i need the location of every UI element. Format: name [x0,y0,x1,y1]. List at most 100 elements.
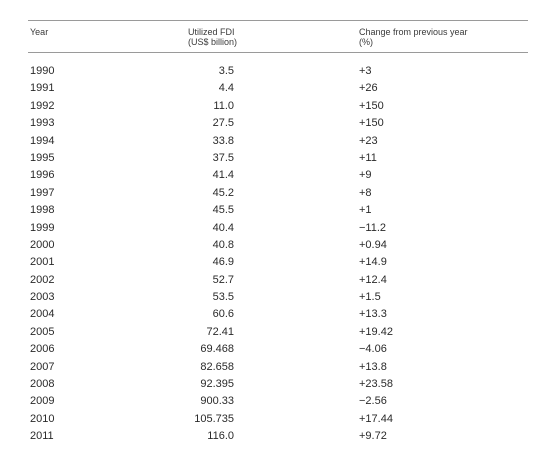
year-cell: 2002 [30,273,55,286]
table-row: 2011 116.0 +9.72 [28,428,528,445]
change-cell: +8 [359,186,372,199]
top-rule [28,20,528,21]
year-cell: 2009 [30,395,55,408]
change-cell: +12.4 [359,273,387,286]
change-cell: +1 [359,204,372,217]
fdi-cell: 53.5 [212,291,234,304]
table-row: 1993 27.5 +150 [28,115,528,132]
fdi-cell: 72.41 [206,325,234,338]
table-row: 2000 40.8 +0.94 [28,237,528,254]
fdi-cell: 33.8 [212,134,234,147]
fdi-cell: 40.4 [212,221,234,234]
table-row: 1996 41.4 +9 [28,167,528,184]
fdi-cell: 82.658 [200,360,234,373]
fdi-table: Year Utilized FDI (US$ billion) Change f… [28,20,528,446]
fdi-cell: 900.33 [200,395,234,408]
table-row: 2007 82.658 +13.8 [28,359,528,376]
fdi-cell: 52.7 [212,273,234,286]
year-cell: 2011 [30,430,54,443]
change-cell: +9.72 [359,430,387,443]
table-row: 1997 45.2 +8 [28,185,528,202]
year-cell: 1995 [30,151,55,164]
table-row: 2008 92.395 +23.58 [28,376,528,393]
table-row: 1992 11.0 +150 [28,98,528,115]
change-cell: +3 [359,65,372,77]
change-cell: +11 [359,151,377,164]
year-cell: 2003 [30,291,55,304]
year-cell: 2000 [30,238,55,251]
header-change-line2: (%) [359,37,373,47]
change-cell: −4.06 [359,343,387,356]
change-cell: +26 [359,82,378,95]
change-cell: +0.94 [359,238,387,251]
change-cell: +1.5 [359,291,381,304]
fdi-cell: 45.5 [212,204,234,217]
table-row: 2005 72.41 +19.42 [28,324,528,341]
table-row: 1991 4.4 +26 [28,80,528,97]
header-year: Year [30,27,49,37]
header-fdi: Utilized FDI (US$ billion) [188,27,237,47]
year-cell: 1990 [30,65,55,77]
header-fdi-line2: (US$ billion) [188,37,238,47]
year-cell: 1997 [30,186,55,199]
table-row: 2010 105.735 +17.44 [28,411,528,428]
fdi-cell: 105.735 [194,412,234,425]
table-row: 2003 53.5 +1.5 [28,289,528,306]
year-cell: 1994 [30,134,55,147]
header-change-line1: Change from previous year [359,27,468,37]
change-cell: −11.2 [359,221,387,234]
change-cell: +23 [359,134,378,147]
table-row: 2009 900.33 −2.56 [28,393,528,410]
change-cell: +13.3 [359,308,387,321]
fdi-cell: 40.8 [212,238,234,251]
year-cell: 2006 [30,343,55,356]
table-row: 1994 33.8 +23 [28,133,528,150]
fdi-cell: 69.468 [200,343,234,356]
change-cell: +17.44 [359,412,393,425]
table-body: 1990 3.5 +3 1991 4.4 +26 1992 11.0 +150 1993 27.5 +… [28,63,528,446]
fdi-cell: 3.5 [218,65,234,77]
table-row: 2001 46.9 +14.9 [28,254,528,271]
header-change: Change from previous year (%) [359,27,468,47]
year-cell: 1993 [30,117,55,130]
fdi-cell: 116.0 [207,430,234,443]
year-cell: 1992 [30,99,55,112]
table-row: 2006 69.468 −4.06 [28,341,528,358]
year-cell: 2008 [30,378,55,391]
fdi-cell: 60.6 [212,308,234,321]
year-cell: 1996 [30,169,55,182]
change-cell: +19.42 [359,325,393,338]
year-cell: 2010 [30,412,55,425]
change-cell: +14.9 [359,256,387,269]
fdi-cell: 27.5 [212,117,234,130]
change-cell: +23.58 [359,378,393,391]
fdi-cell: 11.0 [213,99,234,112]
fdi-cell: 92.395 [200,378,234,391]
year-cell: 2004 [30,308,55,321]
year-cell: 2007 [30,360,55,373]
header-rule [28,52,528,53]
year-cell: 1998 [30,204,55,217]
table-row: 1990 3.5 +3 [28,63,528,80]
year-cell: 2005 [30,325,55,338]
change-cell: +150 [359,99,384,112]
change-cell: +13.8 [359,360,387,373]
table-header: Year Utilized FDI (US$ billion) Change f… [28,21,528,52]
table-row: 1995 37.5 +11 [28,150,528,167]
change-cell: −2.56 [359,395,387,408]
fdi-cell: 41.4 [212,169,234,182]
change-cell: +150 [359,117,384,130]
change-cell: +9 [359,169,372,182]
table-row: 2002 52.7 +12.4 [28,272,528,289]
year-cell: 2001 [30,256,55,269]
fdi-cell: 37.5 [212,151,234,164]
fdi-cell: 46.9 [212,256,234,269]
year-cell: 1991 [30,82,55,95]
table-row: 1998 45.5 +1 [28,202,528,219]
year-cell: 1999 [30,221,55,234]
fdi-cell: 45.2 [212,186,234,199]
fdi-cell: 4.4 [218,82,234,95]
header-fdi-line1: Utilized FDI [188,27,235,37]
table-row: 2004 60.6 +13.3 [28,306,528,323]
table-row: 1999 40.4 −11.2 [28,220,528,237]
